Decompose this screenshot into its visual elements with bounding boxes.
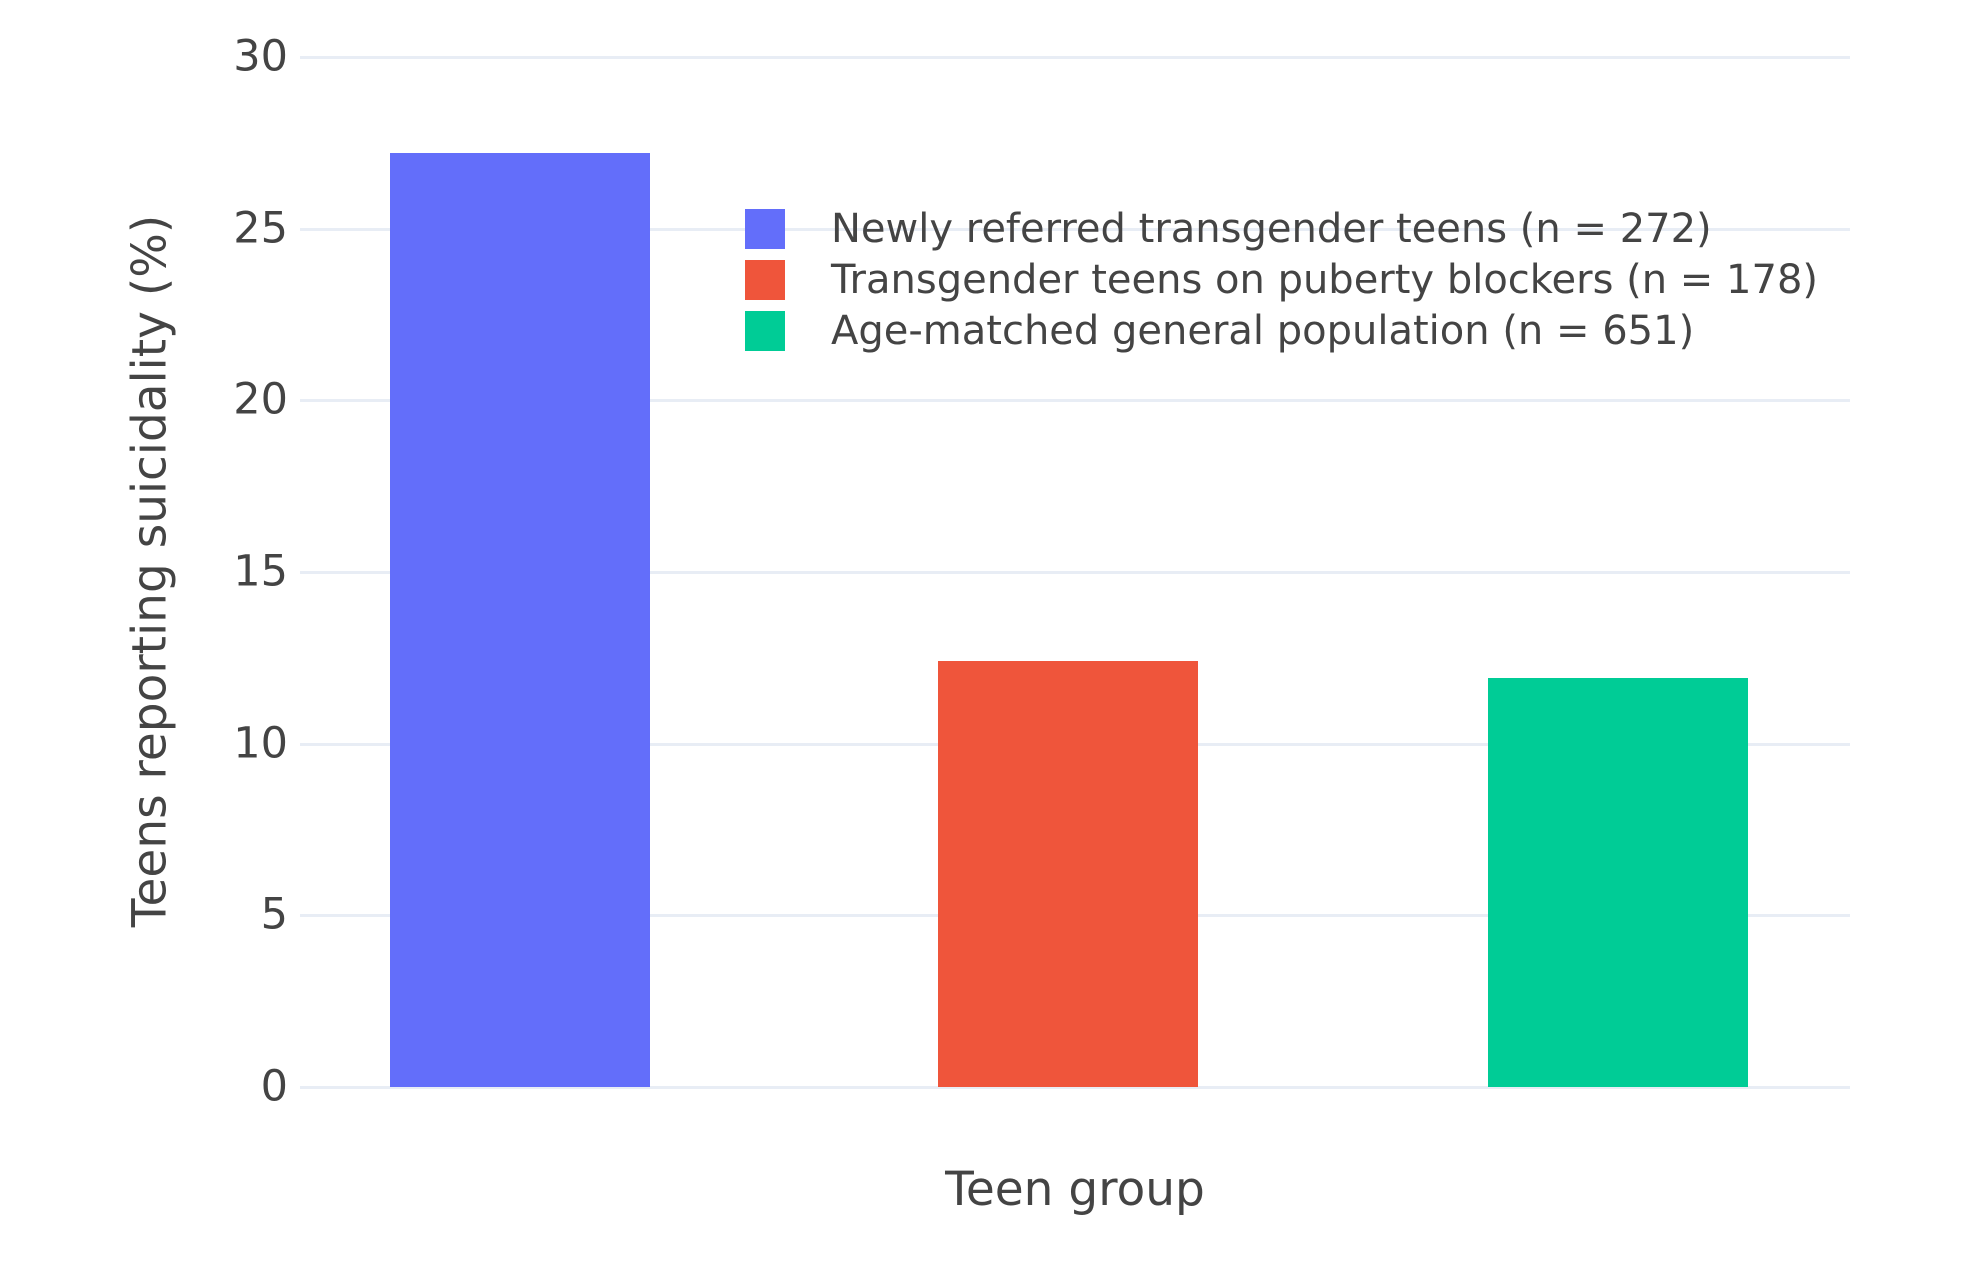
legend-swatch-green [745,310,785,351]
y-tick-label-0: 0 [260,1061,288,1112]
bar-newly-referred[interactable] [390,153,650,1087]
gridline-25 [300,227,1850,231]
y-tick-label-30: 30 [233,31,288,82]
legend-label: Transgender teens on puberty blockers (n… [831,256,1818,303]
legend: Newly referred transgender teens (n = 27… [745,203,1818,356]
y-tick-label-10: 10 [233,718,288,769]
bar-general-population[interactable] [1488,678,1748,1087]
legend-label: Newly referred transgender teens (n = 27… [831,205,1712,252]
gridline-30 [300,56,1850,59]
legend-item-puberty-blockers[interactable]: Transgender teens on puberty blockers (n… [745,254,1818,305]
bar-puberty-blockers[interactable] [938,661,1198,1087]
legend-label: Age-matched general population (n = 651) [831,307,1695,354]
gridline-0 [300,1086,1850,1089]
x-axis-title: Teen group [945,1162,1205,1217]
legend-item-general-population[interactable]: Age-matched general population (n = 651) [745,305,1818,356]
y-tick-label-15: 15 [233,546,288,597]
gridline-20 [300,399,1850,403]
gridline-15 [300,571,1850,574]
legend-swatch-red [745,259,785,300]
plot-area [300,56,1850,1089]
legend-item-newly-referred[interactable]: Newly referred transgender teens (n = 27… [745,203,1818,254]
legend-swatch-blue [745,208,785,249]
y-tick-label-5: 5 [260,889,288,940]
y-tick-label-20: 20 [233,374,288,425]
y-tick-label-25: 25 [233,203,288,254]
